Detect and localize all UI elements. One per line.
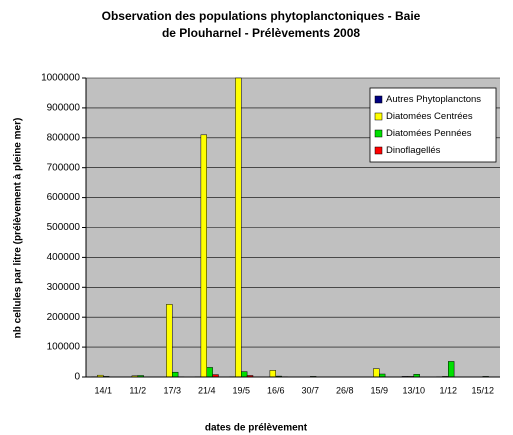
x-tick-label: 16/6 xyxy=(267,385,285,395)
y-tick-label: 600000 xyxy=(47,192,81,203)
bar xyxy=(246,375,254,377)
bar xyxy=(212,374,219,377)
chart-title: Observation des populations phytoplancto… xyxy=(101,9,421,40)
legend-label: Diatomées Centrées xyxy=(386,111,473,122)
y-axis-label: nb cellules par litre (prélèvement à ple… xyxy=(13,118,24,339)
x-axis-label: dates de prélèvement xyxy=(205,423,308,434)
y-tick-label: 1000000 xyxy=(41,73,80,84)
legend-label: Diatomées Pennées xyxy=(386,128,472,139)
y-tick-label: 900000 xyxy=(47,103,81,114)
legend-swatch xyxy=(374,95,383,104)
bars xyxy=(91,77,489,377)
y-tick-label: 300000 xyxy=(47,282,81,293)
x-tick-label: 14/1 xyxy=(94,385,112,395)
x-tick-label: 15/9 xyxy=(370,385,388,395)
y-tick-label: 700000 xyxy=(47,162,81,173)
x-tick-label: 17/3 xyxy=(163,385,181,395)
x-tick-label: 11/2 xyxy=(129,385,146,395)
bar xyxy=(166,304,173,377)
bar xyxy=(200,134,207,377)
bar xyxy=(241,371,248,377)
x-tick-label: 13/10 xyxy=(402,385,425,395)
legend-swatch xyxy=(374,146,383,155)
x-tick-label: 21/4 xyxy=(198,385,216,395)
x-tick-label: 26/8 xyxy=(336,385,354,395)
y-tick-label: 800000 xyxy=(47,132,81,143)
bar xyxy=(269,370,277,377)
bar xyxy=(172,371,179,377)
y-tick-label: 500000 xyxy=(47,222,81,233)
x-tick-label: 19/5 xyxy=(232,385,250,395)
y-tick-label: 200000 xyxy=(47,312,81,323)
bar xyxy=(235,77,242,377)
bar xyxy=(206,367,213,377)
bar xyxy=(373,368,380,377)
legend-box xyxy=(369,87,497,163)
bar xyxy=(379,373,386,377)
legend-swatch xyxy=(374,112,383,121)
legend-label: Dinoflagellés xyxy=(386,145,441,156)
bar xyxy=(448,361,455,377)
legend-label: Autres Phytoplanctons xyxy=(386,94,481,105)
x-tick-label: 1/12 xyxy=(439,385,457,395)
y-tick-label: 100000 xyxy=(47,342,81,353)
y-tick-label: 0 xyxy=(74,372,80,383)
x-tick-label: 15/12 xyxy=(471,385,494,395)
legend-swatch xyxy=(374,129,383,138)
x-tick-label: 30/7 xyxy=(301,385,319,395)
y-tick-label: 400000 xyxy=(47,252,81,263)
bar xyxy=(137,375,144,377)
